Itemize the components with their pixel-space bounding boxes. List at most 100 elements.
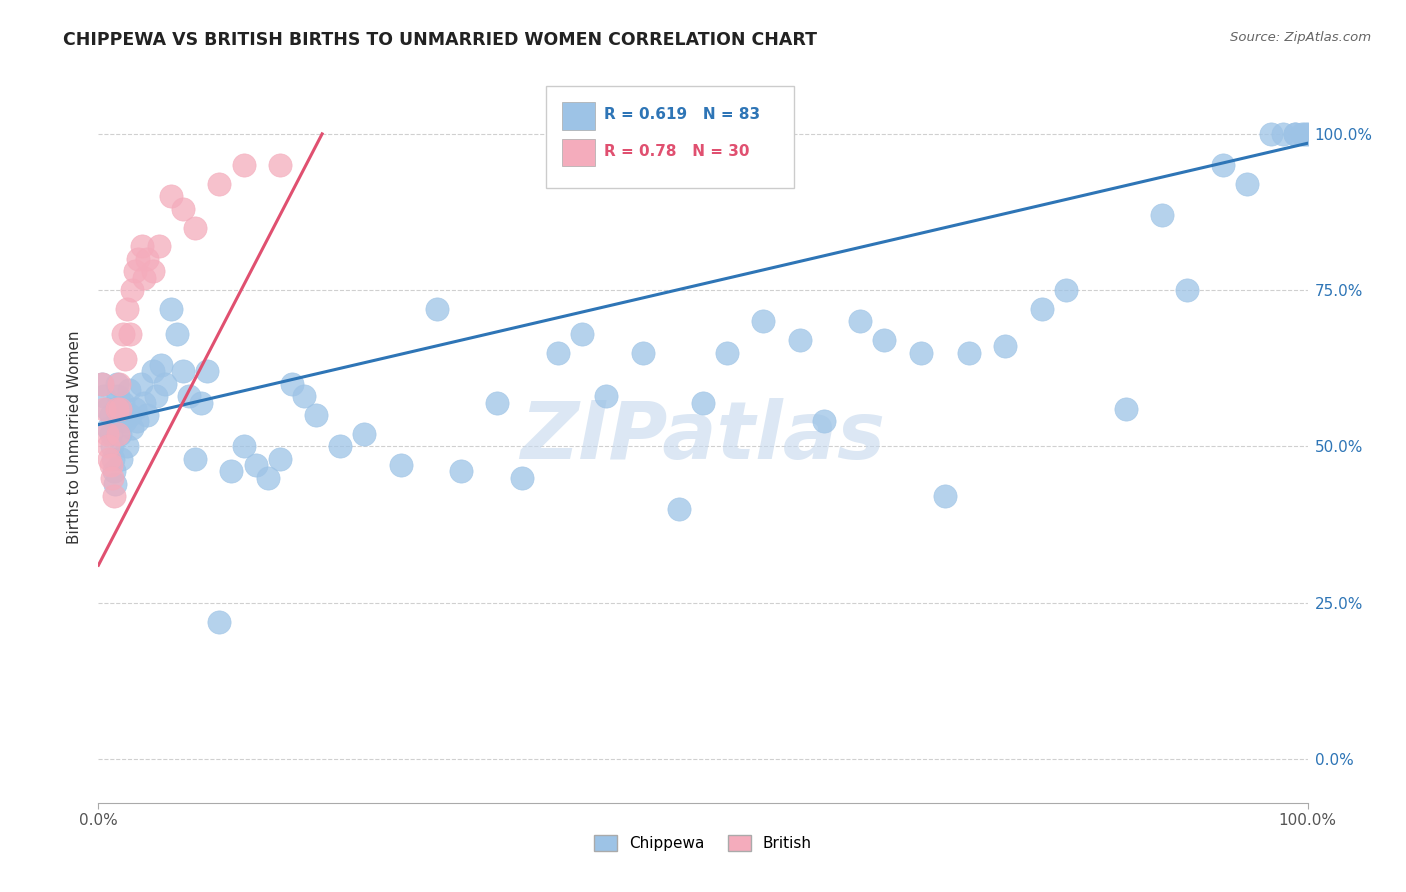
Point [134,395,156,409]
Point [752,314,775,328]
Point [184,220,207,235]
Point [153,376,176,391]
Text: R = 0.78   N = 30: R = 0.78 N = 30 [603,144,749,159]
Point [91,376,114,391]
Point [107,426,129,441]
Point [172,202,194,216]
Point [1284,127,1306,141]
Point [692,395,714,409]
Point [100,471,122,485]
Point [179,389,201,403]
Point [190,395,212,409]
Point [124,264,146,278]
Point [166,326,188,341]
Point [160,189,183,203]
Point [142,364,165,378]
Point [208,615,231,629]
Point [1296,127,1319,141]
Point [118,326,141,341]
Point [353,426,375,441]
Point [994,339,1017,353]
Point [145,389,167,403]
Point [631,345,654,359]
Point [789,333,811,347]
Point [98,452,121,467]
Point [117,440,139,454]
Point [232,158,254,172]
Point [256,471,278,485]
Point [716,345,738,359]
Point [305,408,328,422]
Point [668,502,690,516]
Point [108,408,131,422]
Point [97,420,120,434]
Point [121,283,143,297]
Point [110,452,132,467]
Point [121,420,143,434]
Point [100,458,122,473]
Point [103,490,125,504]
Point [104,477,127,491]
Point [129,376,152,391]
Point [1294,127,1316,141]
Point [389,458,412,473]
Bar [561,138,595,167]
Point [208,177,231,191]
Point [595,389,617,403]
Point [957,345,980,359]
Point [127,414,149,428]
Point [547,345,569,359]
Point [114,414,136,428]
Point [127,252,149,266]
Point [1284,127,1306,141]
Text: Source: ZipAtlas.com: Source: ZipAtlas.com [1230,31,1371,45]
Point [100,426,122,441]
Point [281,376,304,391]
Point [1236,177,1258,191]
Point [91,376,114,391]
Point [1260,127,1282,141]
Point [910,345,932,359]
Point [135,252,157,266]
Point [245,458,267,473]
Point [486,395,509,409]
Point [100,440,122,454]
Point [103,465,125,479]
Point [96,426,118,441]
Point [873,333,896,347]
Point [111,395,134,409]
Point [108,426,131,441]
Point [117,301,139,316]
Text: ZIPatlas: ZIPatlas [520,398,886,476]
Bar [561,102,595,130]
Point [1031,301,1053,316]
Point [232,440,254,454]
Point [221,465,243,479]
Point [100,408,122,422]
Point [97,440,120,454]
Point [329,440,352,454]
Point [105,401,128,416]
Point [269,452,291,467]
Point [108,376,131,391]
Point [1212,158,1234,172]
Point [118,383,141,397]
Point [160,301,183,316]
FancyBboxPatch shape [546,86,793,188]
Point [813,414,835,428]
Point [1115,401,1137,416]
Point [269,158,291,172]
Point [101,452,124,467]
Point [1152,208,1174,222]
Y-axis label: Births to Unmarried Women: Births to Unmarried Women [67,330,83,544]
Point [118,408,141,422]
Point [131,239,153,253]
Point [96,401,118,416]
Point [124,401,146,416]
Point [934,490,956,504]
Point [148,239,170,253]
Point [114,351,136,366]
Point [108,401,131,416]
Point [134,270,156,285]
Point [107,389,129,403]
